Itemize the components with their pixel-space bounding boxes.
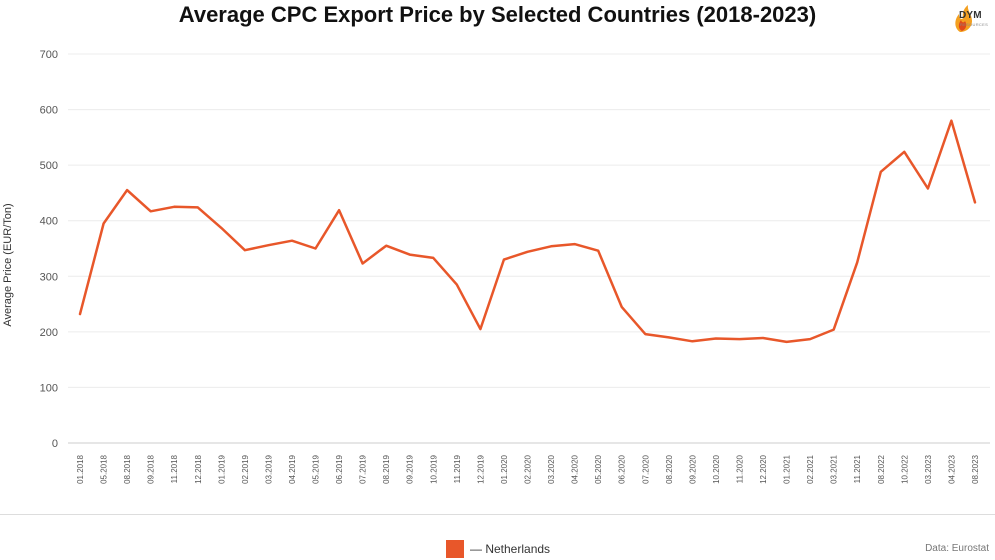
x-tick-label: 09.2019 xyxy=(406,454,415,483)
logo-brand: DYM xyxy=(959,10,982,21)
x-tick-label: 02.2021 xyxy=(806,454,815,483)
x-tick-label: 02.2019 xyxy=(241,454,250,483)
chart-title: Average CPC Export Price by Selected Cou… xyxy=(178,2,817,27)
x-tick-label: 09.2018 xyxy=(147,454,156,483)
x-tick-label: 11.2019 xyxy=(453,454,462,483)
flame-logo-icon xyxy=(955,5,972,32)
y-axis-ticks: 0 100 200 300 400 500 600 700 xyxy=(40,49,58,450)
footer-divider xyxy=(0,514,995,515)
x-tick-label: 03.2019 xyxy=(264,454,273,483)
legend-swatch xyxy=(446,540,464,558)
series-line-netherlands xyxy=(78,119,977,344)
y-tick-label: 300 xyxy=(40,271,58,283)
logo-tagline: RESOURCES xyxy=(960,22,989,27)
x-tick-label: 05.2018 xyxy=(100,454,109,483)
x-tick-label: 10.2022 xyxy=(900,454,909,483)
x-tick-label: 01.2019 xyxy=(217,454,226,483)
x-tick-label: 01.2021 xyxy=(783,454,792,483)
x-tick-label: 12.2018 xyxy=(194,454,203,483)
y-tick-label: 600 xyxy=(40,105,58,117)
x-tick-label: 02.2020 xyxy=(524,454,533,483)
legend[interactable]: — Netherlands xyxy=(446,540,550,558)
x-tick-label: 05.2019 xyxy=(312,454,321,483)
x-tick-label: 06.2020 xyxy=(618,454,627,483)
x-axis-ticks: 01.2018 05.2018 08.2018 09.2018 11.2018 12.20… xyxy=(76,454,980,483)
x-tick-label: 03.2020 xyxy=(547,454,556,483)
x-tick-label: 03.2021 xyxy=(830,454,839,483)
x-tick-label: 12.2020 xyxy=(759,454,768,483)
line-chart: 0 100 200 300 400 500 600 700 01.2018 05.2018 08.… xyxy=(2,49,990,484)
x-tick-label: 09.2020 xyxy=(688,454,697,483)
x-tick-label: 05.2020 xyxy=(594,454,603,483)
y-axis-label: Average Price (EUR/Ton) xyxy=(2,203,14,326)
y-tick-label: 100 xyxy=(40,382,58,394)
x-tick-label: 11.2020 xyxy=(735,454,744,483)
x-tick-label: 08.2019 xyxy=(382,454,391,483)
x-tick-label: 08.2023 xyxy=(971,454,980,483)
x-tick-label: 07.2020 xyxy=(641,454,650,483)
x-tick-label: 04.2023 xyxy=(947,454,956,483)
x-tick-label: 11.2018 xyxy=(170,454,179,483)
y-tick-label: 700 xyxy=(40,49,58,61)
series-layer xyxy=(78,119,977,344)
x-tick-label: 03.2023 xyxy=(924,454,933,483)
x-tick-label: 10.2019 xyxy=(429,454,438,483)
x-tick-label: 07.2019 xyxy=(359,454,368,483)
source-note: Data: Eurostat xyxy=(925,543,989,554)
y-tick-label: 400 xyxy=(40,216,58,228)
x-tick-label: 12.2019 xyxy=(476,454,485,483)
y-tick-label: 500 xyxy=(40,160,58,172)
x-tick-label: 08.2018 xyxy=(123,454,132,483)
x-tick-label: 10.2020 xyxy=(712,454,721,483)
y-tick-label: 0 xyxy=(52,438,58,450)
x-tick-label: 01.2020 xyxy=(500,454,509,483)
x-tick-label: 04.2020 xyxy=(571,454,580,483)
grid-lines xyxy=(68,53,990,444)
x-tick-label: 04.2019 xyxy=(288,454,297,483)
x-tick-label: 01.2018 xyxy=(76,454,85,483)
x-tick-label: 06.2019 xyxy=(335,454,344,483)
x-tick-label: 08.2022 xyxy=(877,454,886,483)
x-tick-label: 11.2021 xyxy=(853,454,862,483)
y-tick-label: 200 xyxy=(40,327,58,339)
x-tick-label: 08.2020 xyxy=(665,454,674,483)
legend-label: — Netherlands xyxy=(470,542,551,556)
